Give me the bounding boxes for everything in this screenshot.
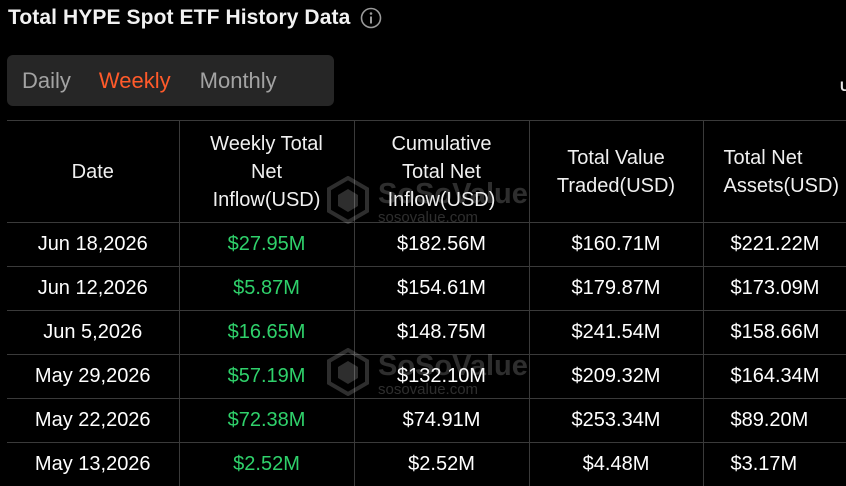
net-assets-cell: $89.20M [703,398,846,443]
weekly-inflow-cell: $57.19M [179,354,355,399]
tab-monthly[interactable]: Monthly [199,67,277,93]
header-weekly-net-inflow: Weekly Total Net Inflow(USD) [179,120,355,223]
weekly-inflow-cell: $72.38M [179,398,355,443]
header-total-value-traded: Total Value Traded(USD) [529,120,704,223]
cumulative-inflow-cell: $132.10M [354,354,530,399]
weekly-inflow-cell: $16.65M [179,310,355,355]
cumulative-inflow-cell: $148.75M [354,310,530,355]
cumulative-inflow-cell: $2.52M [354,442,530,486]
cumulative-inflow-cell: $154.61M [354,266,530,311]
date-cell: Jun 5,2026 [7,310,180,355]
truncated-corner-text: U [840,78,846,94]
tab-daily[interactable]: Daily [22,67,71,93]
history-table-container[interactable]: Date Weekly Total Net Inflow(USD) Cumula… [7,120,846,486]
date-cell: Jun 18,2026 [7,222,180,267]
value-traded-cell: $4.48M [529,442,704,486]
page-title: Total HYPE Spot ETF History Data [8,6,351,29]
table-row[interactable]: Jun 18,2026 $27.95M $182.56M $160.71M $2… [7,222,846,267]
weekly-inflow-cell: $27.95M [179,222,355,267]
info-circle-icon[interactable] [360,7,382,29]
history-table: Date Weekly Total Net Inflow(USD) Cumula… [7,120,846,486]
title-row: Total HYPE Spot ETF History Data [8,4,382,32]
header-date: Date [7,120,180,223]
header-total-net-assets: Total Net Assets(USD) [703,120,846,223]
weekly-inflow-cell: $5.87M [179,266,355,311]
value-traded-cell: $241.54M [529,310,704,355]
weekly-inflow-cell: $2.52M [179,442,355,486]
table-row[interactable]: May 29,2026 $57.19M $132.10M $209.32M $1… [7,354,846,399]
table-row[interactable]: Jun 12,2026 $5.87M $154.61M $179.87M $17… [7,266,846,311]
header-cumulative-net-inflow: Cumulative Total Net Inflow(USD) [354,120,530,223]
table-header-row: Date Weekly Total Net Inflow(USD) Cumula… [7,120,846,223]
net-assets-cell: $221.22M [703,222,846,267]
table-row[interactable]: May 22,2026 $72.38M $74.91M $253.34M $89… [7,398,846,443]
net-assets-cell: $173.09M [703,266,846,311]
date-cell: May 13,2026 [7,442,180,486]
table-row[interactable]: May 13,2026 $2.52M $2.52M $4.48M $3.17M [7,442,846,486]
cumulative-inflow-cell: $74.91M [354,398,530,443]
period-tabs: Daily Weekly Monthly [7,55,334,106]
net-assets-cell: $158.66M [703,310,846,355]
net-assets-cell: $3.17M [703,442,846,486]
net-assets-cell: $164.34M [703,354,846,399]
tab-weekly[interactable]: Weekly [98,67,171,93]
value-traded-cell: $179.87M [529,266,704,311]
date-cell: Jun 12,2026 [7,266,180,311]
cumulative-inflow-cell: $182.56M [354,222,530,267]
value-traded-cell: $253.34M [529,398,704,443]
value-traded-cell: $209.32M [529,354,704,399]
date-cell: May 22,2026 [7,398,180,443]
date-cell: May 29,2026 [7,354,180,399]
value-traded-cell: $160.71M [529,222,704,267]
table-row[interactable]: Jun 5,2026 $16.65M $148.75M $241.54M $15… [7,310,846,355]
